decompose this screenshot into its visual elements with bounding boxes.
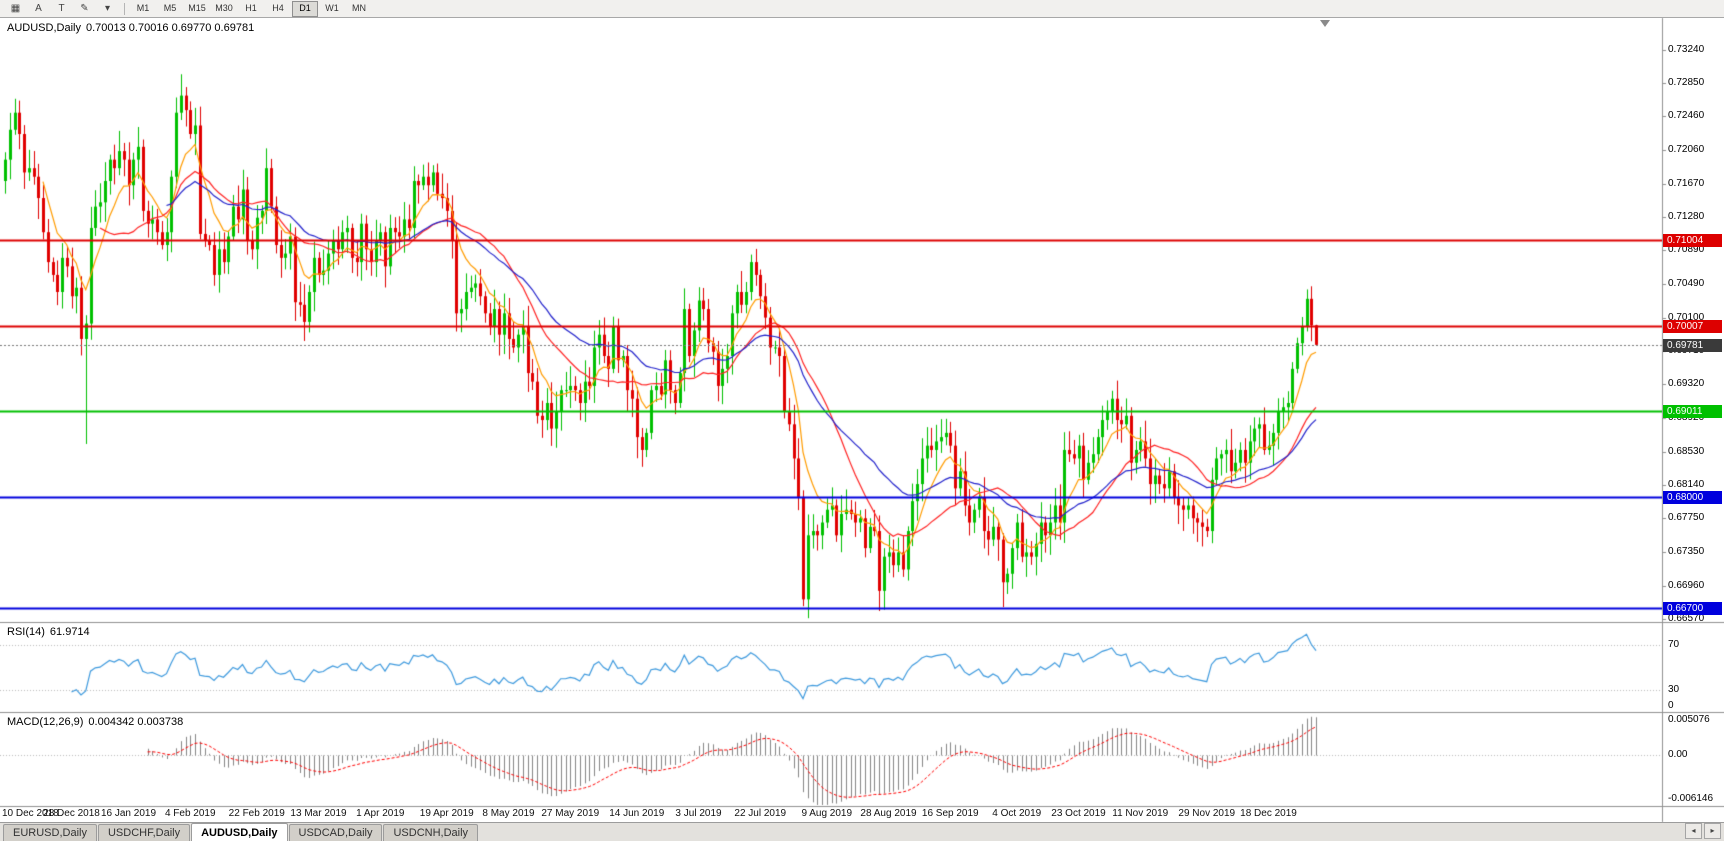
price-axis-label: 0.70490 — [1668, 278, 1705, 290]
price-tag-level: 0.68000 — [1663, 490, 1722, 504]
price-tag-level: 0.66700 — [1663, 601, 1722, 615]
date-axis-label: 23 Oct 2019 — [1051, 808, 1106, 819]
price-axis-label: 0.68140 — [1668, 478, 1705, 490]
price-axis-label: 0.73240 — [1668, 43, 1705, 55]
price-tag-level: 0.70007 — [1663, 319, 1722, 333]
price-axis-label: 0.70890 — [1668, 244, 1705, 256]
timeframe-w1-button[interactable]: W1 — [325, 3, 339, 13]
date-axis-label: 18 Dec 2019 — [1240, 808, 1297, 819]
rsi-name-label: RSI(14) — [7, 626, 45, 638]
price-axis-label: 0.67350 — [1668, 546, 1705, 558]
macd-axis-zero: 0.00 — [1668, 748, 1688, 760]
date-axis-label: 4 Oct 2019 — [992, 808, 1042, 819]
tab-eurusd[interactable]: EURUSD,Daily — [3, 824, 97, 841]
top-toolbar: ▦ A T ✎ ▾ M1 M5 M15 M30 H1 H4 D1 W1 MN — [0, 0, 1724, 18]
date-axis-label: 22 Feb 2019 — [228, 808, 285, 819]
rsi-value-label: 61.9714 — [49, 626, 90, 638]
price-axis-label: 0.67750 — [1668, 512, 1705, 524]
rsi-axis-label: 30 — [1668, 683, 1680, 695]
date-axis-label: 29 Nov 2019 — [1178, 808, 1236, 819]
date-axis-label: 14 Jun 2019 — [609, 808, 665, 819]
date-axis-label: 27 May 2019 — [541, 808, 600, 819]
timeframe-m5-button[interactable]: M5 — [163, 3, 177, 13]
timeframe-m30-button[interactable]: M30 — [215, 3, 233, 13]
tab-audusd[interactable]: AUDUSD,Daily — [191, 823, 288, 841]
price-axis-label: 0.69320 — [1668, 378, 1705, 390]
chart-tabs: EURUSD,Daily USDCHF,Daily AUDUSD,Daily USDC… — [3, 823, 479, 841]
price-axis-label: 0.72060 — [1668, 144, 1705, 156]
date-axis-label: 1 Apr 2019 — [356, 808, 405, 819]
price-axis-label: 0.71280 — [1668, 210, 1705, 222]
line-tools-group: ▦ A T ✎ ▾ — [4, 1, 119, 17]
chart-tab-bar: EURUSD,Daily USDCHF,Daily AUDUSD,Daily USDC… — [0, 822, 1724, 841]
timeframe-m1-button[interactable]: M1 — [136, 3, 150, 13]
date-axis-label: 28 Aug 2019 — [860, 808, 917, 819]
date-axis-label: 28 Dec 2018 — [43, 808, 100, 819]
date-axis-label: 22 Jul 2019 — [734, 808, 787, 819]
price-axis-label: 0.71670 — [1668, 177, 1705, 189]
tab-usdcad[interactable]: USDCAD,Daily — [288, 824, 383, 841]
chart-type-icon[interactable]: ▦ — [10, 2, 21, 14]
chart-shift-marker-icon[interactable] — [1320, 20, 1330, 27]
color-tool-icon[interactable]: ✎ — [80, 2, 89, 14]
price-tag-level: 0.69011 — [1663, 404, 1722, 418]
price-axis-label: 0.70100 — [1668, 311, 1705, 323]
date-axis-label: 13 Mar 2019 — [290, 808, 347, 819]
timeframe-group: M1 M5 M15 M30 H1 H4 D1 W1 MN — [130, 0, 372, 17]
arrow-tool-icon[interactable]: A — [35, 2, 42, 14]
date-axis-label: 4 Feb 2019 — [164, 808, 216, 819]
macd-axis-max: 0.005076 — [1668, 714, 1710, 725]
timeframe-mn-button[interactable]: MN — [352, 3, 366, 13]
tab-usdchf[interactable]: USDCHF,Daily — [97, 824, 191, 841]
timeframe-d1-button[interactable]: D1 — [292, 0, 318, 17]
rsi-indicator-title: RSI(14) 61.9714 — [7, 626, 95, 638]
date-axis-label: 11 Nov 2019 — [1112, 808, 1169, 819]
date-axis-label: 9 Aug 2019 — [801, 808, 853, 819]
macd-values-label: 0.004342 0.003738 — [88, 716, 184, 728]
timeframe-h4-button[interactable]: H4 — [272, 3, 284, 13]
rsi-axis-label: 70 — [1668, 638, 1680, 650]
timeframe-m15-button[interactable]: M15 — [188, 3, 206, 13]
price-axis-label: 0.66960 — [1668, 579, 1705, 591]
tab-scroll-right-button[interactable]: ▸ — [1704, 823, 1721, 839]
chart-symbol-label: AUDUSD,Daily — [7, 22, 81, 34]
macd-indicator-title: MACD(12,26,9) 0.004342 0.003738 — [7, 716, 188, 728]
price-axis-label: 0.72850 — [1668, 76, 1705, 88]
bid-price-tag: 0.69781 — [1663, 338, 1722, 352]
date-axis-label: 10 Dec 2018 — [2, 808, 59, 819]
tab-scroll-left-button[interactable]: ◂ — [1685, 823, 1702, 839]
timeframe-h1-button[interactable]: H1 — [245, 3, 257, 13]
tab-usdcnh[interactable]: USDCNH,Daily — [383, 824, 479, 841]
macd-name-label: MACD(12,26,9) — [7, 716, 84, 728]
macd-axis-min: -0.006146 — [1668, 793, 1714, 804]
date-axis-label: 16 Sep 2019 — [921, 808, 979, 819]
chart-title: AUDUSD,Daily 0.70013 0.70016 0.69770 0.69… — [7, 22, 259, 34]
price-axis-label: 0.68530 — [1668, 445, 1705, 457]
text-tool-icon[interactable]: T — [58, 2, 65, 14]
rsi-axis-label: 0 — [1668, 700, 1674, 711]
tab-scroll-arrows: ◂ ▸ — [1685, 823, 1721, 839]
date-axis-label: 8 May 2019 — [482, 808, 535, 819]
price-axis-label: 0.68920 — [1668, 412, 1705, 424]
price-tag-level: 0.71004 — [1663, 234, 1722, 248]
date-axis-label: 3 Jul 2019 — [675, 808, 722, 819]
date-axis-label: 16 Jan 2019 — [100, 808, 157, 819]
price-axis-label: 0.72460 — [1668, 110, 1705, 122]
price-axis-label: 0.66570 — [1668, 613, 1705, 624]
color-dropdown-icon[interactable]: ▾ — [104, 2, 111, 14]
toolbar-separator — [124, 2, 125, 15]
date-axis-label: 19 Apr 2019 — [419, 808, 474, 819]
chart-ohlc-label: 0.70013 0.70016 0.69770 0.69781 — [85, 22, 255, 34]
